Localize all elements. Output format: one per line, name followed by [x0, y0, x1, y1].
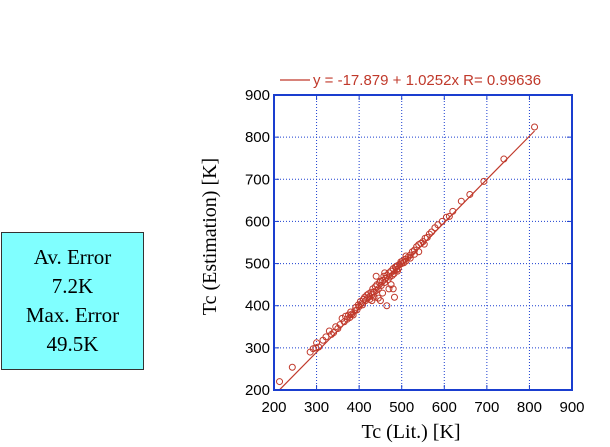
data-point: [288, 363, 296, 371]
data-point: [480, 177, 488, 185]
data-point: [374, 294, 382, 302]
x-tick-label: 900: [559, 399, 584, 416]
data-point: [417, 239, 425, 247]
data-point: [330, 329, 338, 337]
data-point: [445, 212, 453, 220]
error-summary-line: 7.2K: [51, 274, 94, 298]
data-point: [387, 281, 395, 289]
data-point: [315, 343, 323, 351]
data-point: [415, 248, 423, 256]
error-summary-box: Av. Error 7.2K Max. Error 49.5K: [1, 232, 144, 370]
data-point: [393, 267, 401, 275]
data-point: [370, 293, 378, 301]
error-summary-line: Av. Error: [33, 245, 112, 269]
data-point: [442, 213, 450, 221]
x-tick-label: 700: [474, 399, 499, 416]
data-point: [327, 330, 335, 338]
data-point: [434, 221, 442, 229]
data-point: [438, 217, 446, 225]
data-point: [349, 311, 357, 319]
legend-label: y = -17.879 + 1.0252x R= 0.99636: [313, 72, 541, 89]
data-point: [322, 333, 330, 341]
y-tick-label: 900: [245, 87, 270, 104]
data-point: [366, 295, 374, 303]
y-tick-label: 500: [245, 256, 270, 273]
data-point: [334, 324, 342, 332]
x-tick-label: 800: [517, 399, 542, 416]
data-point: [381, 269, 389, 277]
data-point: [466, 190, 474, 198]
x-tick-label: 200: [261, 399, 286, 416]
data-point: [428, 228, 436, 236]
error-summary-line: Max. Error: [25, 303, 120, 327]
data-point: [383, 302, 391, 310]
data-point: [425, 230, 433, 238]
data-point: [393, 266, 401, 274]
data-point: [457, 197, 465, 205]
data-point: [312, 344, 320, 352]
tick-labels: 200 300 400 500 600 700 800 900 200 300 400 500 600 7…: [245, 87, 585, 416]
data-point: [531, 123, 539, 131]
grid: [274, 95, 572, 390]
y-tick-label: 700: [245, 171, 270, 188]
y-tick-label: 400: [245, 298, 270, 315]
data-point: [420, 240, 428, 248]
legend: y = -17.879 + 1.0252x R= 0.99636: [280, 72, 541, 89]
x-axis-label: Tc (Lit.) [K]: [361, 421, 460, 443]
data-point: [276, 378, 284, 386]
data-point: [332, 323, 340, 331]
data-point: [372, 272, 380, 280]
points-layer: [276, 123, 539, 386]
data-point: [379, 289, 387, 297]
data-point: [406, 254, 414, 262]
data-point: [385, 285, 393, 293]
y-tick-label: 600: [245, 213, 270, 230]
data-point: [388, 271, 396, 279]
data-point: [402, 252, 410, 260]
data-point: [449, 207, 457, 215]
x-tick-label: 600: [432, 399, 457, 416]
y-tick-label: 800: [245, 129, 270, 146]
data-point: [313, 339, 321, 347]
error-summary-line: 49.5K: [46, 332, 99, 356]
x-tick-label: 400: [347, 399, 372, 416]
y-tick-label: 200: [245, 382, 270, 399]
data-point: [390, 293, 398, 301]
y-axis-label: Tc (Estimation) [K]: [199, 158, 221, 315]
x-tick-label: 300: [304, 399, 329, 416]
y-tick-label: 300: [245, 340, 270, 357]
data-point: [400, 259, 408, 267]
data-point: [500, 155, 508, 163]
data-point: [392, 263, 400, 271]
data-point: [366, 292, 374, 300]
data-point: [389, 285, 397, 293]
x-tick-label: 500: [389, 399, 414, 416]
plot-frame: [273, 94, 573, 391]
